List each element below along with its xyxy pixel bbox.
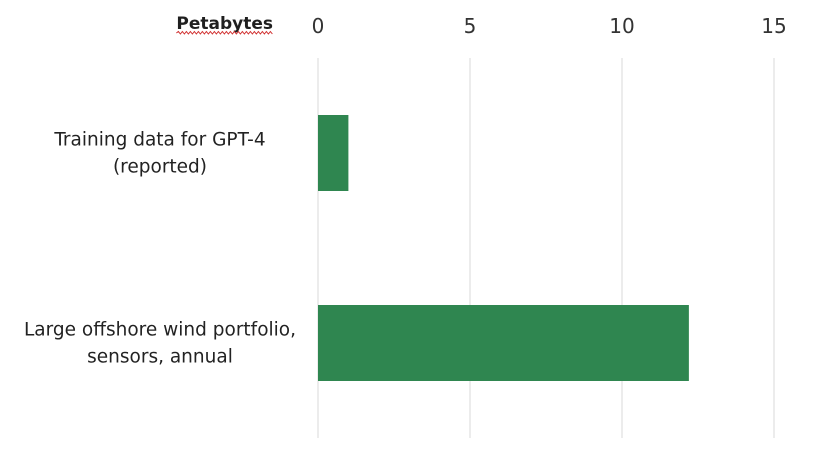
x-tick-label-2: 10 (609, 14, 634, 38)
category-label-1: Large offshore wind portfolio, sensors, a… (24, 320, 296, 368)
category-label-1-line-1: sensors, annual (87, 347, 233, 368)
spellcheck-underline (176, 30, 273, 35)
category-label-0-line-0: Training data for GPT-4 (53, 130, 265, 151)
category-label-0-line-1: (reported) (113, 157, 207, 178)
x-tick-label-1: 5 (464, 14, 477, 38)
x-tick-label-3: 15 (761, 14, 786, 38)
x-tick-label-0: 0 (312, 14, 325, 38)
category-label-1-line-0: Large offshore wind portfolio, (24, 320, 296, 341)
bar-1 (318, 305, 689, 381)
x-axis-ticks: 0 5 10 15 (312, 14, 787, 38)
category-labels: Training data for GPT-4 (reported) Large o… (24, 130, 296, 368)
bar-0 (318, 115, 349, 191)
bars (318, 115, 689, 381)
category-label-0: Training data for GPT-4 (reported) (53, 130, 265, 178)
x-axis-unit-label: Petabytes (176, 14, 273, 34)
